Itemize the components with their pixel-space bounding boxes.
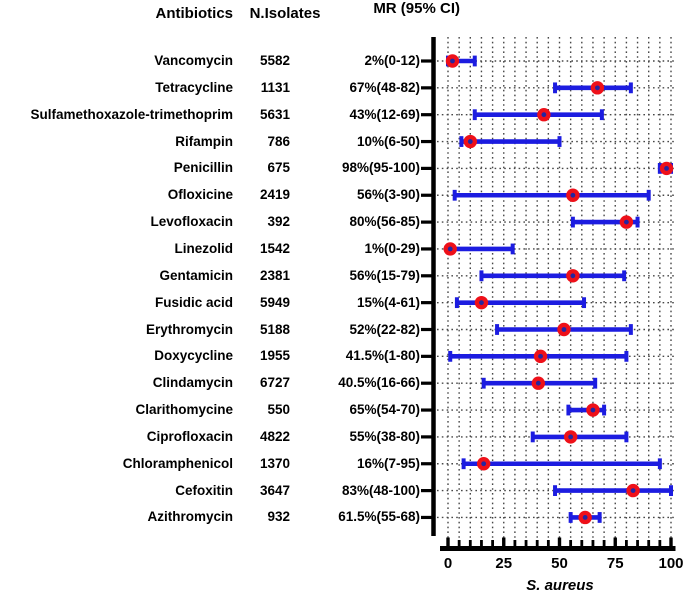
antibiotic-label: Cefoxitin: [175, 482, 233, 498]
n-isolates-value: 1955: [259, 348, 290, 364]
point-marker-center: [664, 166, 669, 171]
n-isolates-value: 4822: [259, 428, 290, 444]
point-marker-center: [595, 85, 600, 91]
x-tick-label: 75: [606, 555, 624, 572]
antibiotic-label: Gentamicin: [159, 267, 233, 283]
antibiotic-label: Fusidic acid: [154, 294, 233, 310]
n-isolates-value: 392: [267, 214, 290, 230]
x-tick-label: 0: [443, 555, 453, 572]
point-marker-center: [568, 434, 574, 440]
x-tick-label: 100: [658, 555, 684, 572]
n-isolates-value: 932: [267, 509, 290, 525]
point-marker-center: [467, 139, 473, 144]
n-isolates-value: 1131: [260, 79, 290, 95]
point-marker-center: [582, 515, 588, 520]
mr-ci-value: 16%(7-95): [356, 455, 420, 471]
point-marker-center: [570, 273, 576, 279]
antibiotic-label: Azithromycin: [147, 509, 233, 525]
mr-ci-value: 65%(54-70): [349, 402, 420, 418]
point-marker-center: [561, 327, 567, 332]
n-isolates-value: 675: [267, 160, 290, 176]
mr-ci-value: 67%(48-82): [349, 79, 420, 95]
mr-ci-value: 52%(22-82): [349, 321, 420, 337]
mr-ci-value: 43%(12-69): [349, 106, 420, 122]
antibiotic-label: Clarithomycine: [135, 402, 233, 418]
point-marker-center: [479, 300, 484, 306]
mr-ci-value: 83%(48-100): [341, 482, 420, 498]
point-marker-center: [630, 488, 636, 493]
mr-ci-value: 98%(95-100): [341, 160, 420, 176]
point-marker-center: [624, 219, 629, 225]
mr-ci-value: 1%(0-29): [364, 240, 420, 256]
antibiotic-label: Doxycycline: [154, 348, 233, 364]
mr-ci-value: 2%(0-12): [364, 53, 420, 68]
n-isolates-value: 550: [267, 402, 290, 418]
point-marker-center: [535, 380, 541, 386]
antibiotic-label: Erythromycin: [145, 321, 233, 337]
mr-ci-value: 40.5%(16-66): [338, 375, 420, 391]
antibiotic-label: Ciprofloxacin: [146, 428, 233, 444]
n-isolates-value: 2419: [259, 187, 290, 203]
point-marker-center: [447, 246, 453, 252]
n-isolates-value: 5949: [259, 294, 290, 310]
x-axis-title: S. aureus: [526, 577, 594, 594]
point-marker-center: [481, 461, 487, 467]
mr-ci-value: 15%(4-61): [356, 294, 420, 310]
mr-ci-value: 10%(6-50): [356, 133, 420, 149]
antibiotic-label: Ofloxicine: [167, 187, 233, 203]
antibiotic-label: Linezolid: [174, 240, 234, 256]
point-marker-center: [538, 353, 543, 359]
antibiotic-label: Rifampin: [175, 133, 233, 149]
n-isolates-value: 2381: [259, 267, 290, 283]
antibiotic-label: Vancomycin: [154, 53, 233, 68]
mr-ci-value: 41.5%(1-80): [345, 348, 420, 364]
n-isolates-value: 1542: [259, 240, 290, 256]
col-header-mr-ci: MR (95% CI): [373, 0, 460, 17]
point-marker-center: [590, 407, 596, 413]
x-tick-label: 50: [551, 555, 568, 572]
mr-ci-value: 56%(15-79): [349, 267, 420, 283]
n-isolates-value: 3647: [259, 482, 290, 498]
point-marker-center: [541, 112, 547, 118]
mr-ci-value: 80%(56-85): [349, 214, 420, 230]
antibiotic-label: Clindamycin: [152, 375, 233, 391]
n-isolates-value: 5188: [259, 321, 290, 337]
mr-ci-value: 61.5%(55-68): [338, 509, 420, 525]
mr-ci-value: 55%(38-80): [349, 428, 420, 444]
col-header-n-isolates: N.Isolates: [249, 5, 321, 22]
antibiotic-label: Sulfamethoxazole-trimethoprim: [30, 106, 233, 122]
point-marker-center: [450, 58, 455, 64]
n-isolates-value: 6727: [259, 375, 290, 391]
n-isolates-value: 786: [267, 133, 290, 149]
point-marker-center: [570, 192, 576, 198]
n-isolates-value: 5582: [259, 53, 290, 68]
col-header-antibiotics: Antibiotics: [155, 5, 234, 22]
antibiotic-label: Tetracycline: [155, 79, 233, 95]
mr-ci-value: 56%(3-90): [356, 187, 420, 203]
antibiotic-label: Levofloxacin: [150, 214, 233, 230]
antibiotic-label: Penicillin: [173, 160, 233, 176]
n-isolates-value: 1370: [259, 455, 290, 471]
n-isolates-value: 5631: [259, 106, 290, 122]
x-tick-label: 25: [495, 555, 513, 572]
antibiotic-label: Chloramphenicol: [122, 455, 233, 471]
